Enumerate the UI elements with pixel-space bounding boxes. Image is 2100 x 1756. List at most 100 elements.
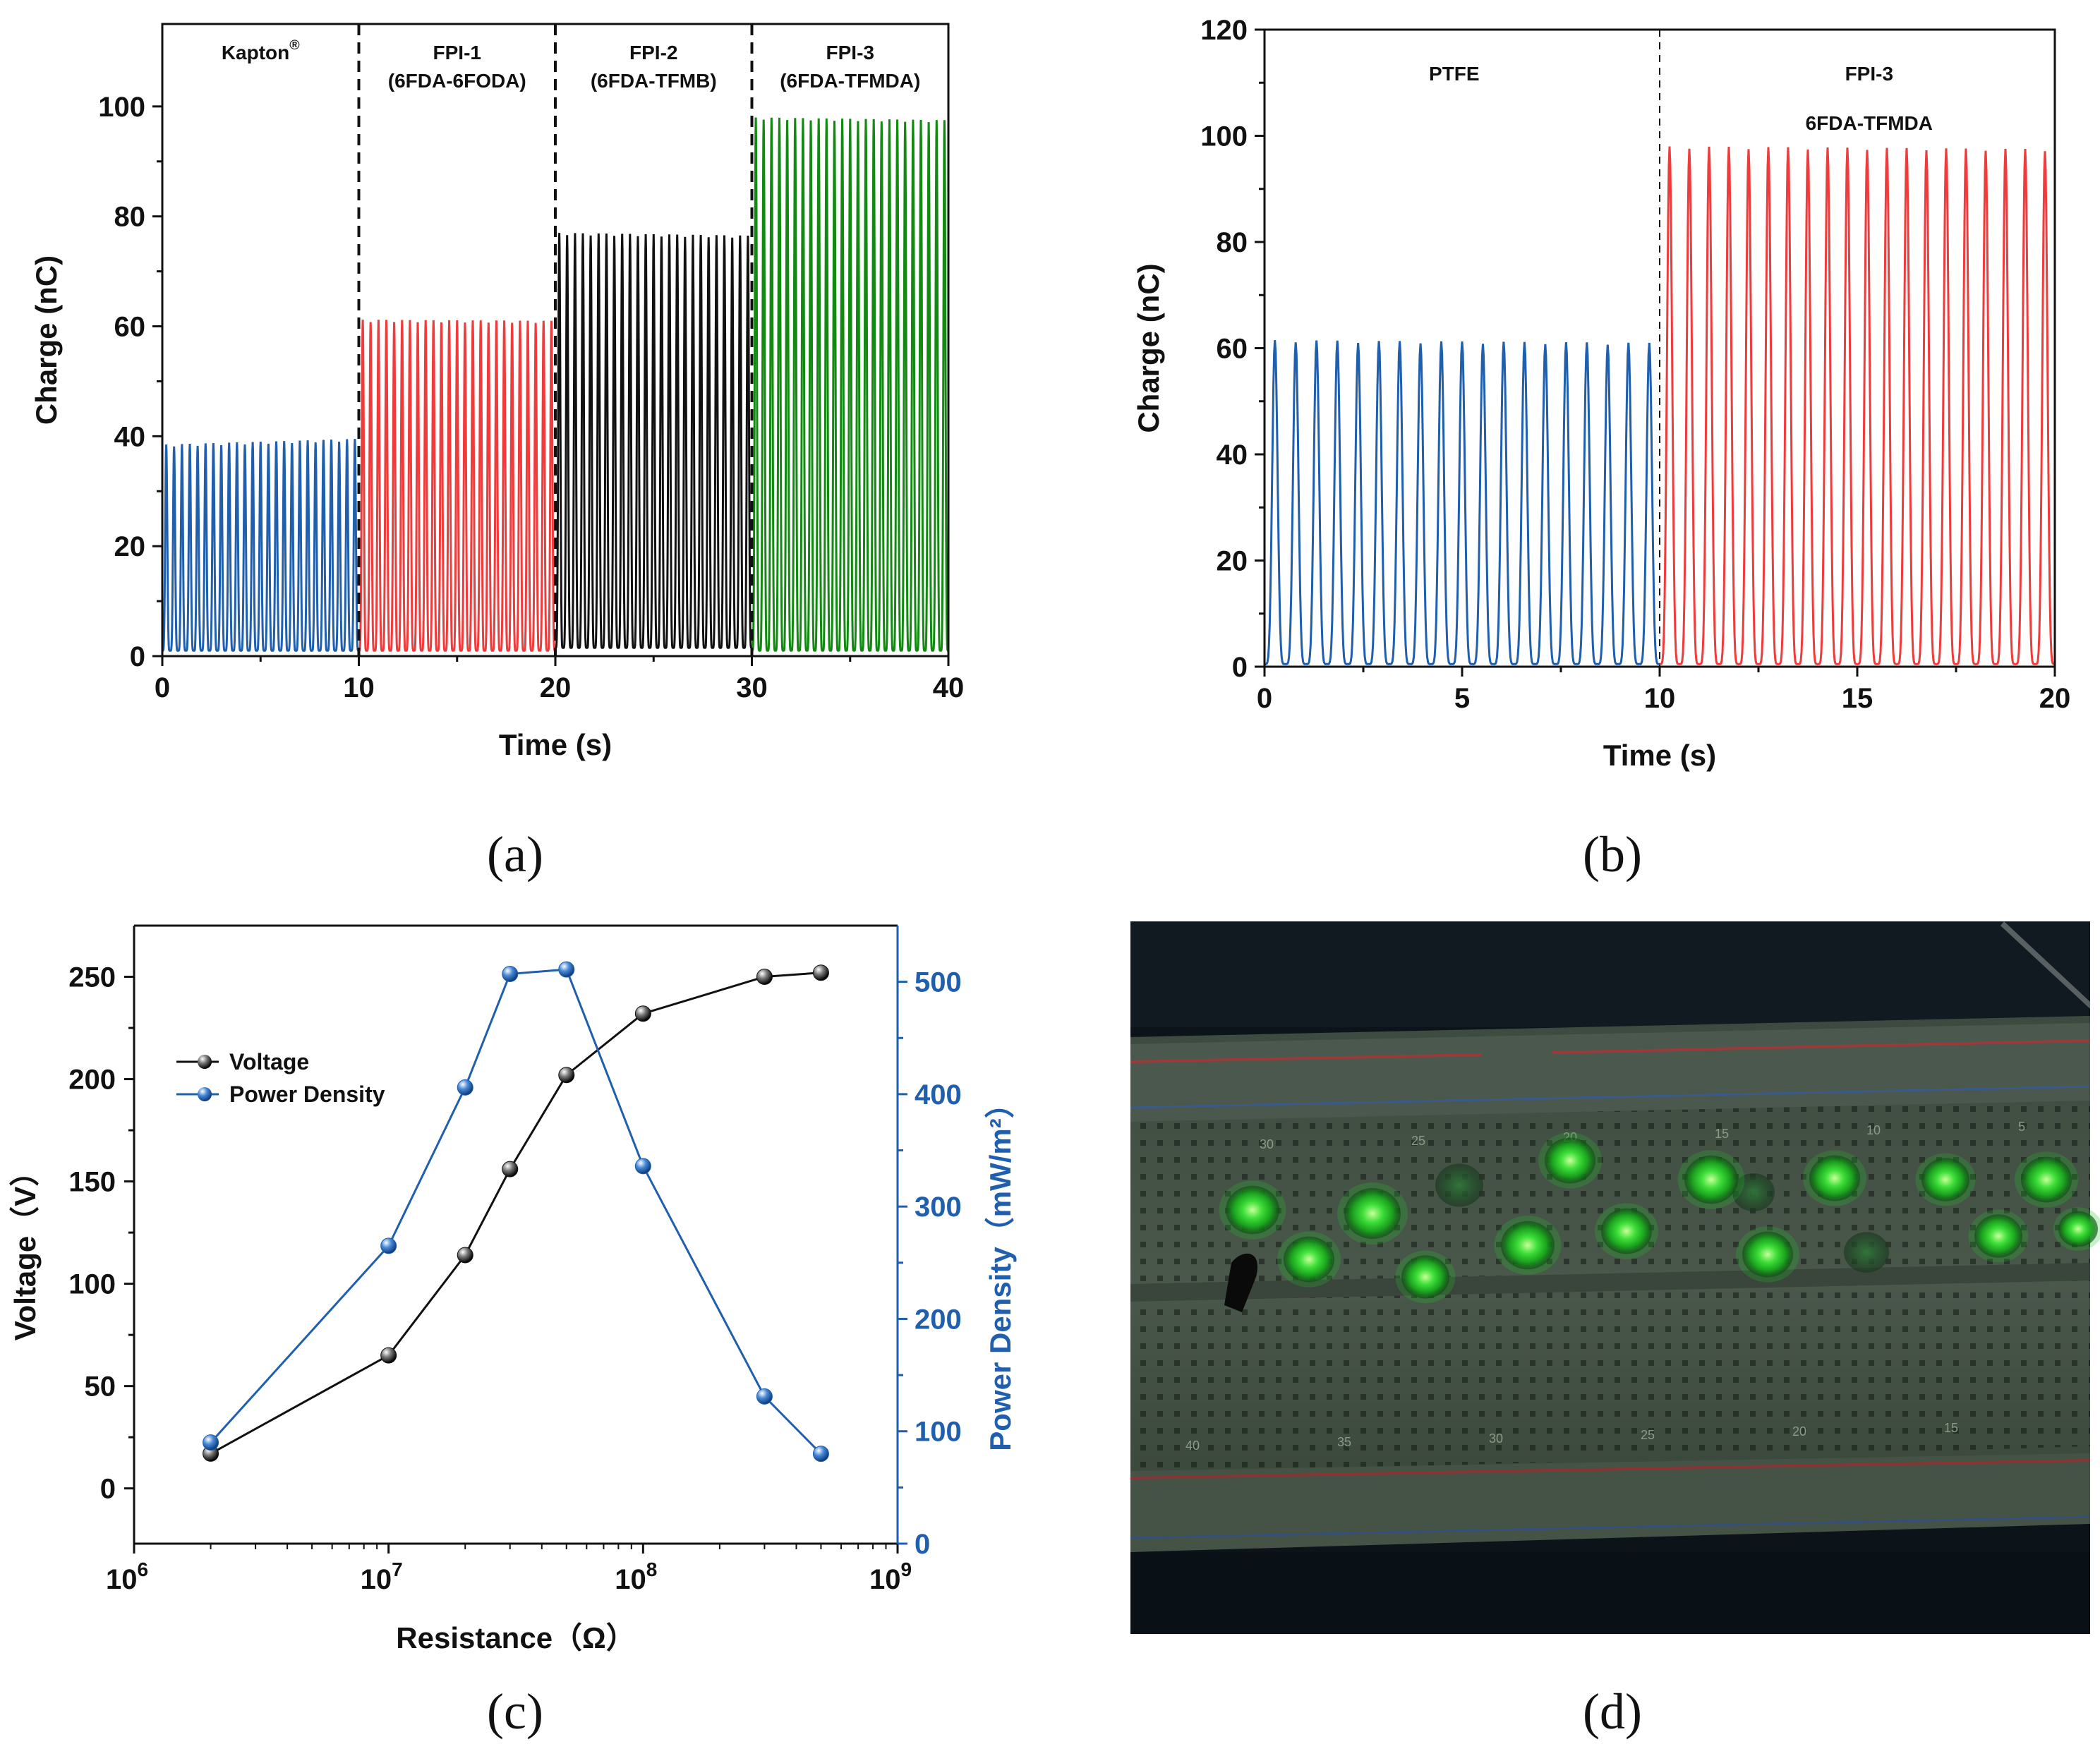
y-tick-label: 120 xyxy=(1200,15,1248,46)
data-point-voltage xyxy=(457,1247,473,1263)
panel-label-b: (b) xyxy=(1583,826,1642,883)
x-tick-label: 30 xyxy=(736,672,768,703)
y-tick-label: 80 xyxy=(114,202,146,233)
led-lit xyxy=(1809,1156,1860,1201)
series-line-voltage xyxy=(211,973,821,1454)
led-lit xyxy=(1501,1221,1555,1269)
y-tick-label: 20 xyxy=(1217,546,1248,577)
region-label-fpi-2: FPI-2 xyxy=(629,42,677,63)
data-point-power-density xyxy=(756,1388,772,1404)
y2-tick-label: 500 xyxy=(915,967,962,998)
breadboard-number-bottom: 40 xyxy=(1185,1439,1200,1453)
y-tick-label: 40 xyxy=(114,421,146,452)
region-label-fpi-2-sub: (6FDA-TFMB) xyxy=(591,70,717,92)
y-tick-label: 250 xyxy=(68,962,116,993)
y-tick-label: 100 xyxy=(68,1269,116,1300)
breadboard-number-bottom: 35 xyxy=(1337,1435,1351,1449)
breadboard-number-bottom: 15 xyxy=(1944,1421,1958,1435)
x-tick-label: 5 xyxy=(1454,683,1470,714)
x-tick-label: 107 xyxy=(361,1558,403,1595)
x-tick-label: 108 xyxy=(615,1558,657,1595)
photo-top-shadow xyxy=(1130,921,2090,1027)
data-point-voltage xyxy=(381,1348,397,1363)
led-lit xyxy=(1344,1188,1401,1239)
region-label-fpi-1: FPI-1 xyxy=(433,42,481,63)
legend-label-voltage: Voltage xyxy=(229,1049,309,1074)
x-axis-title: Time (s) xyxy=(1603,739,1716,772)
y2-tick-label: 100 xyxy=(915,1417,962,1448)
y-tick-label: 60 xyxy=(114,312,146,343)
y-tick-label: 50 xyxy=(85,1372,116,1403)
x-tick-label: 40 xyxy=(933,672,965,703)
panel-label-a: (a) xyxy=(487,826,543,883)
y-axis-title: Voltage（V） xyxy=(8,1157,42,1341)
series-line-fpi-3 xyxy=(752,118,949,651)
led-unlit xyxy=(1435,1163,1483,1206)
led-lit xyxy=(1974,1214,2022,1257)
x-tick-label: 20 xyxy=(2039,683,2071,714)
data-point-power-density xyxy=(381,1238,397,1254)
y-tick-label: 0 xyxy=(100,1474,116,1505)
legend-marker-power-density xyxy=(198,1087,212,1101)
y-axis-title: Charge (nC) xyxy=(30,255,63,425)
breadboard-number-bottom: 25 xyxy=(1641,1428,1655,1442)
y-tick-label: 0 xyxy=(1232,652,1248,683)
data-point-voltage xyxy=(635,1006,651,1022)
region-label-fpi-3: FPI-3 xyxy=(826,42,874,63)
series-line-fpi-1 xyxy=(359,320,556,650)
x-tick-label: 10 xyxy=(1644,683,1676,714)
x-tick-label: 109 xyxy=(869,1558,912,1595)
led-lit xyxy=(2058,1211,2098,1247)
x-axis-title: Time (s) xyxy=(499,728,612,761)
led-lit xyxy=(1545,1138,1595,1184)
x-tick-label: 0 xyxy=(155,672,170,703)
region-label-fpi-3: FPI-3 xyxy=(1845,63,1893,85)
y2-tick-label: 300 xyxy=(915,1192,962,1223)
y2-axis-title: Power Density（mW/m²） xyxy=(984,1089,1017,1451)
series-line-kapton xyxy=(162,439,359,650)
breadboard-number-top: 25 xyxy=(1411,1134,1425,1148)
region-label-fpi-3-sub: 6FDA-TFMDA xyxy=(1806,112,1933,134)
x-tick-label: 106 xyxy=(106,1558,148,1595)
breadboard-number-bottom: 20 xyxy=(1792,1424,1806,1439)
y-tick-label: 100 xyxy=(1200,121,1248,152)
data-point-power-density xyxy=(203,1435,219,1451)
breadboard-number-top: 30 xyxy=(1260,1137,1274,1151)
breadboard-number-top: 10 xyxy=(1866,1123,1881,1137)
x-tick-label: 20 xyxy=(540,672,572,703)
x-tick-label: 0 xyxy=(1257,683,1272,714)
led-unlit xyxy=(1844,1232,1889,1273)
series-line-ptfe xyxy=(1265,340,1660,664)
data-point-voltage xyxy=(756,969,772,985)
led-lit xyxy=(1742,1232,1793,1278)
led-lit xyxy=(1401,1255,1449,1298)
y-tick-label: 100 xyxy=(98,92,145,123)
data-point-power-density xyxy=(635,1158,651,1174)
led-lit xyxy=(1684,1156,1738,1204)
breadboard-number-top: 15 xyxy=(1715,1127,1729,1141)
y2-tick-label: 0 xyxy=(915,1529,930,1560)
data-point-power-density xyxy=(559,962,574,977)
y-tick-label: 40 xyxy=(1217,440,1248,471)
x-axis-title: Resistance（Ω） xyxy=(396,1621,635,1654)
y2-tick-label: 200 xyxy=(915,1304,962,1335)
led-lit xyxy=(1601,1209,1652,1254)
y-tick-label: 0 xyxy=(130,641,145,672)
region-label-fpi-3-sub: (6FDA-TFMDA) xyxy=(780,70,920,92)
led-lit xyxy=(1226,1186,1279,1234)
series-line-fpi-3-6fda-tfmda xyxy=(1660,147,2055,665)
y-tick-label: 60 xyxy=(1217,334,1248,365)
breadboard-number-bottom: 30 xyxy=(1489,1431,1503,1446)
data-point-voltage xyxy=(559,1067,574,1083)
led-lit xyxy=(1284,1237,1334,1283)
region-label-ptfe: PTFE xyxy=(1429,63,1480,85)
region-label-kapton: Kapton® xyxy=(222,37,300,63)
legend-marker-voltage xyxy=(198,1055,212,1069)
panel-label-d: (d) xyxy=(1583,1683,1642,1740)
y-tick-label: 200 xyxy=(68,1065,116,1096)
